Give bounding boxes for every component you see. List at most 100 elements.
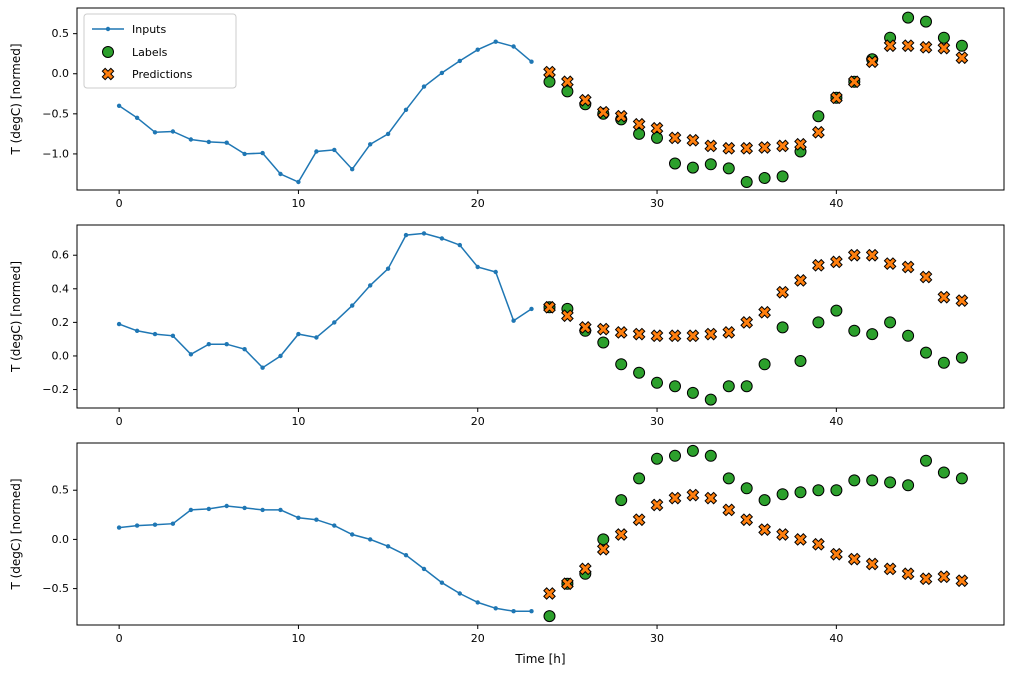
labels-point: [669, 449, 681, 462]
predictions-point: [812, 537, 825, 551]
inputs-point: [457, 591, 462, 596]
inputs-point: [421, 566, 427, 572]
predictions-point: [722, 326, 736, 339]
predictions-point: [543, 300, 556, 314]
inputs-point: [475, 47, 480, 52]
predictions-point: [543, 587, 556, 600]
labels-point: [722, 162, 735, 175]
x-tick-label: 0: [116, 632, 123, 645]
predictions-point: [758, 305, 771, 319]
x-tick-label: 10: [291, 632, 305, 645]
labels-point: [776, 488, 789, 501]
predictions-point: [668, 329, 682, 343]
inputs-point: [368, 142, 373, 147]
x-tick-label: 10: [291, 197, 305, 210]
x-tick-label: 0: [116, 415, 123, 428]
predictions-point: [937, 290, 951, 304]
inputs-point: [350, 303, 355, 308]
labels-point: [651, 376, 663, 389]
predictions-point: [632, 117, 646, 131]
inputs-point: [206, 139, 211, 145]
legend-box: [83, 13, 237, 89]
inputs-point: [242, 505, 247, 511]
labels-point: [740, 380, 753, 393]
predictions-point: [614, 528, 628, 541]
inputs-point: [134, 523, 140, 528]
predictions-point: [883, 39, 897, 53]
inputs-point: [242, 151, 247, 157]
predictions-point: [722, 503, 736, 517]
labels-point: [651, 452, 663, 465]
y-tick-label: 0.0: [52, 533, 70, 546]
inputs-point: [206, 342, 211, 347]
predictions-point: [578, 562, 592, 576]
labels-point: [704, 393, 717, 406]
labels-point: [848, 474, 861, 487]
inputs-point: [475, 600, 480, 605]
predictions-point: [883, 257, 897, 270]
predictions-point: [919, 270, 933, 284]
x-tick-label: 30: [650, 632, 664, 645]
labels-point: [758, 494, 771, 507]
inputs-point: [332, 147, 337, 153]
predictions-point: [776, 528, 789, 541]
x-tick-label: 0: [116, 197, 123, 210]
y-tick-label: −0.5: [42, 582, 69, 595]
labels-point: [740, 482, 753, 495]
x-tick-label: 20: [471, 415, 485, 428]
predictions-point: [561, 75, 574, 89]
x-tick-label: 30: [650, 197, 664, 210]
inputs-point: [421, 231, 427, 236]
inputs-point: [296, 331, 301, 337]
predictions-point: [561, 577, 574, 591]
labels-point: [902, 329, 915, 342]
inputs-point: [511, 318, 516, 323]
inputs-point: [368, 537, 373, 542]
inputs-point: [170, 521, 176, 526]
subplot-1: 0 10 20 30 40 0.5 0.0 −0.5 −1.0 T (degC) [normed]: [9, 7, 1005, 210]
predictions-point: [937, 570, 951, 584]
labels-point: [776, 170, 789, 183]
predictions-point: [686, 488, 700, 502]
inputs-point: [206, 506, 211, 512]
labels-point: [758, 358, 771, 371]
inputs-point: [314, 517, 319, 522]
inputs-point: [350, 167, 355, 172]
inputs-point: [224, 342, 229, 347]
y-tick-label: 0.4: [52, 282, 70, 295]
predictions-point: [955, 51, 969, 65]
predictions-point: [650, 121, 664, 135]
labels-point: [561, 85, 574, 98]
predictions-point: [812, 125, 825, 139]
predictions-point: [722, 141, 736, 155]
inputs-point: [457, 58, 462, 64]
inputs-point: [385, 266, 391, 271]
predictions-point: [865, 248, 879, 262]
inputs-point: [475, 264, 480, 270]
inputs-point: [296, 515, 301, 520]
predictions-point: [740, 141, 754, 155]
inputs-point: [439, 580, 445, 585]
inputs-line: [119, 505, 532, 612]
predictions-point: [632, 327, 646, 341]
labels-point: [866, 474, 879, 487]
labels-point: [651, 131, 663, 144]
labels-point: [704, 449, 717, 462]
inputs-point: [403, 232, 409, 238]
inputs-point: [260, 507, 265, 513]
legend-inputs-marker: [105, 26, 111, 32]
labels-point: [722, 472, 735, 485]
inputs-point: [134, 115, 140, 121]
inputs-point: [529, 59, 534, 64]
labels-point: [830, 484, 843, 497]
labels-point: [937, 356, 950, 369]
y-axis-label: T (degC) [normed]: [9, 478, 23, 590]
predictions-point: [740, 316, 754, 329]
labels-point: [920, 454, 932, 467]
inputs-point: [116, 321, 122, 327]
predictions-point: [686, 329, 700, 343]
predictions-point: [632, 513, 646, 527]
inputs-point: [511, 44, 516, 49]
axes-frame: [76, 224, 1005, 409]
